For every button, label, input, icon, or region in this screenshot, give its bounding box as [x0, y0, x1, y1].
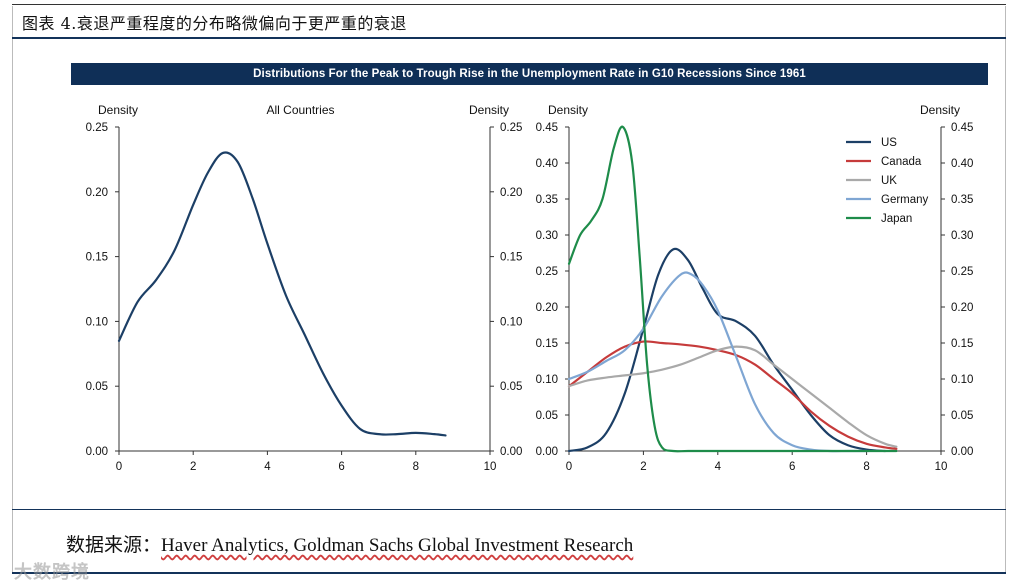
left-chart-ytick-label-left: 0.20	[86, 187, 108, 199]
right-chart-ytick-label-right: 0.25	[951, 266, 973, 278]
right-chart-xtick-label: 6	[789, 461, 795, 473]
source-label: 数据来源：	[66, 535, 162, 556]
right-chart-ytick-label-right: 0.10	[951, 374, 973, 386]
right-chart-series-us	[567, 247, 887, 453]
left-chart-xtick-label: 6	[338, 461, 344, 473]
right-chart-series-germany	[567, 271, 868, 453]
right-chart-xtick-label: 2	[640, 461, 646, 473]
right-chart-ytick-label-left: 0.10	[536, 374, 558, 386]
right-chart-ylabel-right: Density	[920, 103, 960, 117]
left-chart-ytick-label-left: 0.15	[86, 252, 108, 264]
left-chart-ytick-label-right: 0.00	[500, 446, 522, 458]
left-chart-ytick-label-left: 0.00	[86, 446, 108, 458]
right-chart-ytick-label-right: 0.30	[951, 230, 973, 242]
right-chart-ytick-label-right: 0.05	[951, 410, 973, 422]
right-chart-ytick-label-left: 0.15	[536, 338, 558, 350]
right-chart-series-canada	[567, 340, 898, 450]
page-top-rule	[12, 4, 1006, 5]
right-chart-ytick-label-right: 0.45	[951, 122, 973, 134]
left-chart-xtick-label: 0	[116, 461, 122, 473]
left-chart-xtick-label: 2	[190, 461, 196, 473]
left-chart-ylabel-left: Density	[98, 103, 138, 117]
right-chart-ytick-label-right: 0.40	[951, 158, 973, 170]
right-chart-ytick-label-left: 0.20	[536, 302, 558, 314]
left-chart-ytick-label-left: 0.25	[86, 122, 108, 134]
left-chart-ytick-label-right: 0.20	[500, 187, 522, 199]
right-chart-ytick-label-left: 0.40	[536, 158, 558, 170]
chart-banner: Distributions For the Peak to Trough Ris…	[71, 63, 988, 85]
right-chart-ytick-label-left: 0.35	[536, 194, 558, 206]
left-chart-ytick-label-right: 0.10	[500, 316, 522, 328]
right-chart-ytick-label-right: 0.35	[951, 194, 973, 206]
left-chart-ytick-label-left: 0.05	[86, 381, 108, 393]
right-chart-ylabel-left: Density	[548, 103, 588, 117]
right-chart-ytick-label-right: 0.20	[951, 302, 973, 314]
right-chart-xtick-label: 8	[863, 461, 869, 473]
bottom-rule	[12, 572, 1006, 574]
right-chart-series-uk	[567, 345, 898, 448]
left-chart-ytick-label-right: 0.25	[500, 122, 522, 134]
left-chart-title: All Countries	[266, 103, 334, 117]
left-chart-xtick-label: 10	[484, 461, 497, 473]
right-chart-ytick-label-left: 0.05	[536, 410, 558, 422]
legend-label-uk: UK	[881, 175, 897, 187]
right-chart-ytick-label-left: 0.30	[536, 230, 558, 242]
right-chart-xtick-label: 0	[566, 461, 572, 473]
chart-banner-title: Distributions For the Peak to Trough Ris…	[253, 68, 806, 80]
right-chart-ytick-label-left: 0.25	[536, 266, 558, 278]
right-chart-ytick-label-left: 0.00	[536, 446, 558, 458]
left-chart-ytick-label-left: 0.10	[86, 316, 108, 328]
right-chart-ytick-label-right: 0.00	[951, 446, 973, 458]
left-chart-series-all-countries	[117, 151, 447, 437]
legend-label-japan: Japan	[881, 213, 912, 225]
source-text[interactable]: Haver Analytics, Goldman Sachs Global In…	[161, 535, 634, 556]
left-chart-ytick-label-right: 0.05	[500, 381, 522, 393]
right-chart-ytick-label-left: 0.45	[536, 122, 558, 134]
right-chart-ytick-label-right: 0.15	[951, 338, 973, 350]
source-note: 数据来源：Haver Analytics, Goldman Sachs Glob…	[66, 530, 633, 557]
right-chart-xtick-label: 10	[935, 461, 948, 473]
legend-label-canada: Canada	[881, 156, 922, 168]
right-chart-series-japan	[567, 125, 898, 453]
figure-title: 图表 4.衰退严重程度的分布略微偏向于更严重的衰退	[22, 14, 407, 33]
left-chart-xtick-label: 8	[413, 461, 419, 473]
left-chart-ylabel-right: Density	[469, 103, 509, 117]
left-chart-ytick-label-right: 0.15	[500, 252, 522, 264]
source-rule	[12, 509, 1006, 510]
figure-frame	[12, 6, 1006, 572]
legend-label-us: US	[881, 137, 897, 149]
right-chart-xtick-label: 4	[715, 461, 722, 473]
title-rule	[12, 37, 1006, 39]
left-chart-xtick-label: 4	[264, 461, 271, 473]
legend-label-germany: Germany	[881, 194, 929, 206]
watermark-logo: 大数跨境	[14, 562, 90, 582]
